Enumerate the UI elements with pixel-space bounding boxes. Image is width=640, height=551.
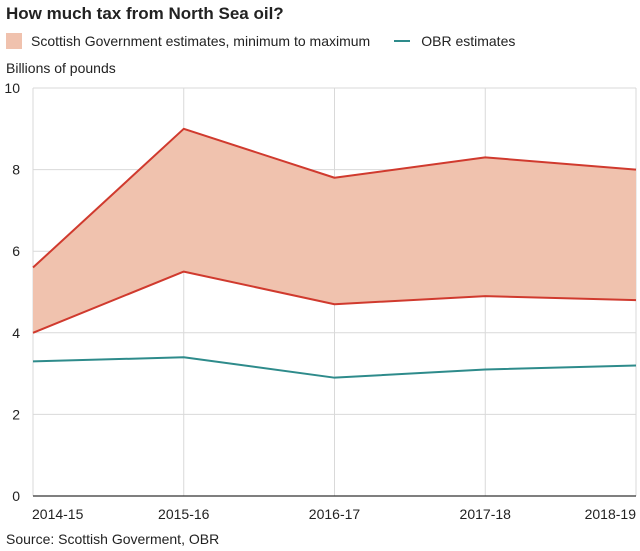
chart-title: How much tax from North Sea oil? <box>6 4 284 23</box>
scottish-min-line <box>32 270 637 334</box>
legend-swatch-obr <box>394 40 411 42</box>
legend-label-scottish-range: Scottish Government estimates, minimum t… <box>31 33 371 49</box>
y-tick-label-0: 0 <box>12 488 20 504</box>
y-tick-label-10: 10 <box>4 80 20 96</box>
x-tick-label-2017-18: 2017-18 <box>460 506 512 522</box>
y-tick-label-2: 2 <box>12 406 20 422</box>
y-axis-label: Billions of pounds <box>6 60 116 76</box>
obr-line <box>32 356 637 379</box>
y-tick-label-4: 4 <box>12 325 20 341</box>
scottish-max-line <box>32 127 637 269</box>
x-tick-label-2016-17: 2016-17 <box>309 506 361 522</box>
legend-swatch-scottish-range <box>6 33 22 49</box>
x-tick-label-2015-16: 2015-16 <box>158 506 210 522</box>
chart-legend: Scottish Government estimates, minimum t… <box>6 32 515 50</box>
y-tick-label-6: 6 <box>12 243 20 259</box>
x-tick-label-2018-19: 2018-19 <box>585 506 637 522</box>
legend-label-obr: OBR estimates <box>421 33 516 49</box>
x-tick-label-2014-15: 2014-15 <box>32 506 84 522</box>
scottish-range-area <box>33 128 636 333</box>
y-tick-label-8: 8 <box>12 162 20 178</box>
chart-source: Source: Scottish Goverment, OBR <box>6 531 220 547</box>
